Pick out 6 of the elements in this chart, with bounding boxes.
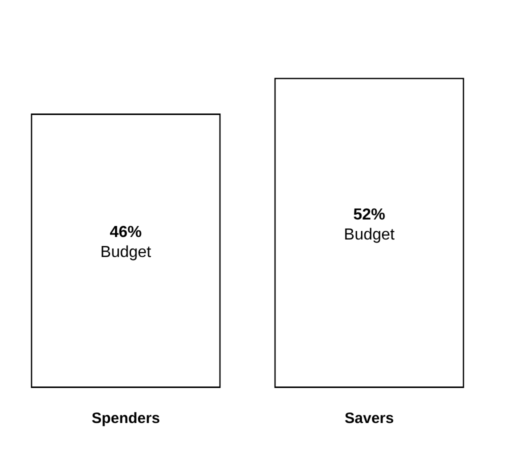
annotation: Budget: [100, 244, 152, 262]
data-label: 46%: [110, 224, 142, 242]
annotation: Budget: [344, 226, 396, 244]
x-tick-label: Spenders: [92, 410, 160, 428]
x-tick-label: Savers: [344, 410, 394, 428]
data-label: 52%: [353, 206, 386, 224]
